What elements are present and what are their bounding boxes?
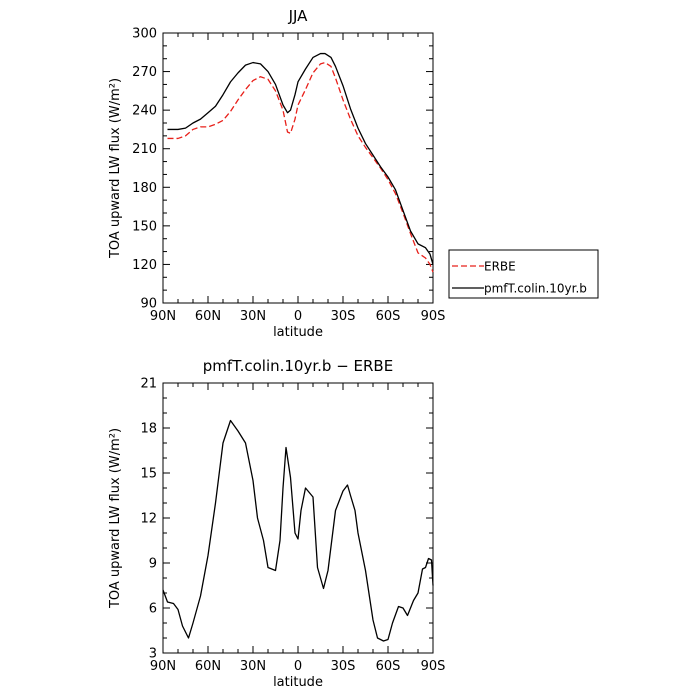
y-axis-title: TOA upward LW flux (W/m²): [108, 428, 123, 609]
plot-frame: [162, 382, 434, 654]
x-axis-title: latitude: [273, 325, 323, 340]
x-tick-label: 90N: [150, 309, 176, 324]
legend-box: [448, 249, 599, 299]
y-tick-label: 270: [132, 65, 157, 80]
y-tick-label: 15: [140, 467, 157, 482]
y-tick-label: 21: [140, 377, 157, 392]
chart-title: JJA: [288, 7, 309, 25]
x-tick-label: 60N: [195, 309, 221, 324]
x-tick-label: 90S: [421, 309, 446, 324]
x-tick-label: 60S: [376, 309, 401, 324]
series-line-difference: [162, 419, 434, 642]
plot-frame: [162, 32, 434, 304]
y-tick-label: 6: [149, 602, 157, 617]
y-tick-label: 180: [132, 181, 157, 196]
legend-label: pmfT.colin.10yr.b: [484, 282, 587, 296]
x-tick-label: 90N: [150, 659, 176, 674]
x-tick-label: 60S: [376, 659, 401, 674]
y-tick-label: 150: [132, 219, 157, 234]
y-tick-label: 120: [132, 258, 157, 273]
series-line-pmft-colin-10yr-b: [167, 52, 434, 265]
x-tick-label: 60N: [195, 659, 221, 674]
x-tick-label: 30N: [240, 659, 266, 674]
x-axis-title: latitude: [273, 675, 323, 690]
x-tick-label: 30S: [331, 659, 356, 674]
y-tick-label: 3: [149, 647, 157, 662]
series-line-erbe: [167, 61, 434, 273]
x-tick-label: 30N: [240, 309, 266, 324]
x-tick-label: 90S: [421, 659, 446, 674]
panel-difference: pmfT.colin.10yr.b − ERBE 90N 60N 30N 0 30S 60S…: [108, 357, 445, 690]
chart-title: pmfT.colin.10yr.b − ERBE: [203, 357, 393, 375]
y-tick-label: 90: [140, 297, 157, 312]
y-tick-label: 9: [149, 557, 157, 572]
y-tick-label: 210: [132, 142, 157, 157]
x-tick-label: 30S: [331, 309, 356, 324]
panel-flux: JJA 90N 60N 30N 0 30S 60S 90S 90 120 150 180 210 240 2…: [108, 7, 599, 340]
y-tick-label: 12: [140, 512, 157, 527]
y-axis-title: TOA upward LW flux (W/m²): [108, 78, 123, 259]
y-tick-label: 18: [140, 422, 157, 437]
x-tick-label: 0: [294, 659, 302, 674]
y-tick-label: 240: [132, 104, 157, 119]
x-tick-label: 0: [294, 309, 302, 324]
y-tick-label: 300: [132, 27, 157, 42]
legend: ERBE pmfT.colin.10yr.b: [448, 249, 599, 299]
legend-label: ERBE: [484, 260, 516, 274]
